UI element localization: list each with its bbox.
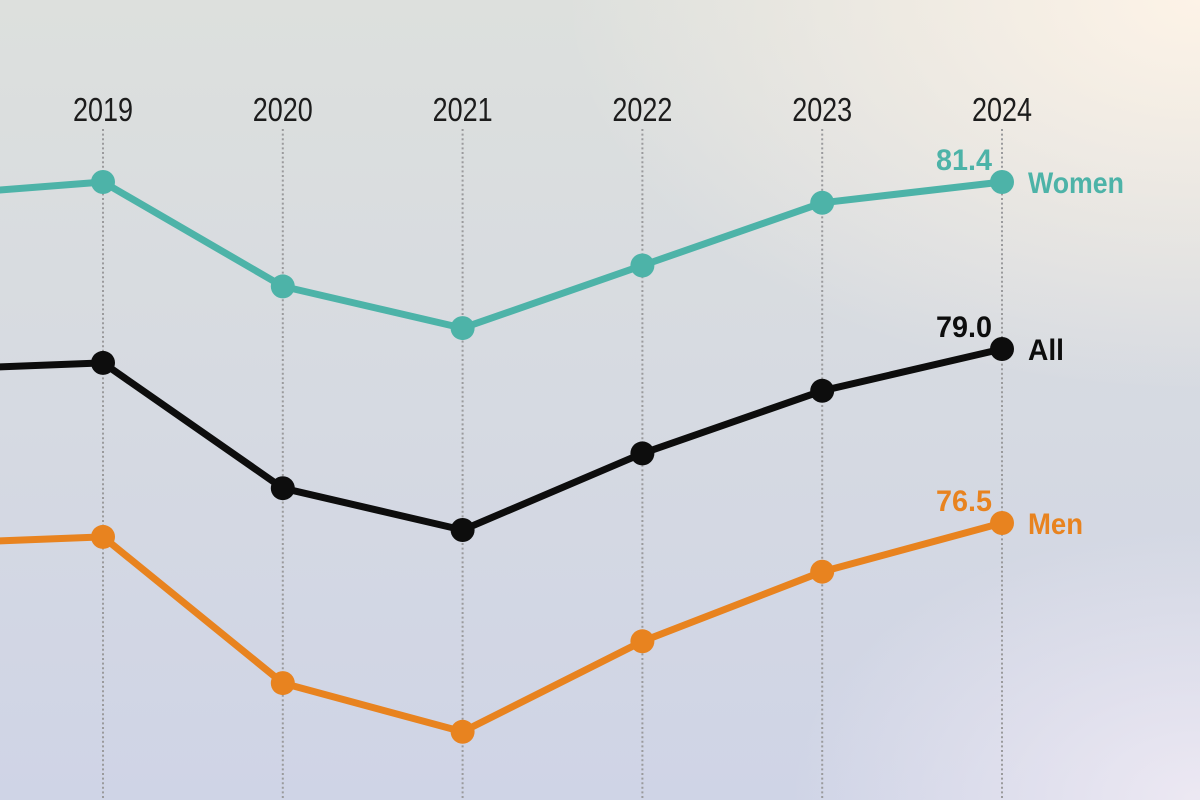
all-end-value: 79.0 (936, 311, 992, 344)
women-point-2022 (630, 253, 655, 278)
women-end-value: 81.4 (936, 144, 992, 177)
women-point-2021 (450, 316, 475, 341)
all-point-2022 (630, 441, 655, 466)
year-label-2022: 2022 (612, 91, 672, 128)
women-point-2024 (990, 170, 1014, 194)
year-label-2019: 2019 (73, 91, 133, 128)
men-line (0, 519, 1003, 736)
men-point-2024 (990, 511, 1014, 535)
all-line (0, 345, 1003, 534)
all-series-label: All (1028, 334, 1064, 367)
women-series-label: Women (1028, 167, 1124, 200)
women-line (0, 178, 1003, 332)
men-point-2023 (810, 559, 835, 584)
all-point-2024 (990, 337, 1014, 361)
women-point-2019 (91, 170, 115, 194)
year-label-2021: 2021 (433, 91, 493, 128)
all-point-2020 (270, 476, 295, 501)
all-point-2021 (450, 518, 475, 542)
year-label-2024: 2024 (972, 91, 1032, 128)
men-point-2020 (270, 671, 295, 696)
women-point-2023 (810, 190, 835, 215)
men-point-2021 (450, 719, 475, 744)
men-point-2022 (630, 629, 655, 654)
all-point-2023 (810, 378, 835, 403)
women-point-2020 (270, 274, 295, 299)
year-label-2023: 2023 (792, 91, 852, 128)
men-end-value: 76.5 (936, 485, 992, 518)
men-series-label: Men (1028, 508, 1083, 541)
men-point-2019 (91, 524, 115, 549)
year-label-2020: 2020 (253, 91, 313, 128)
all-point-2019 (91, 350, 115, 375)
